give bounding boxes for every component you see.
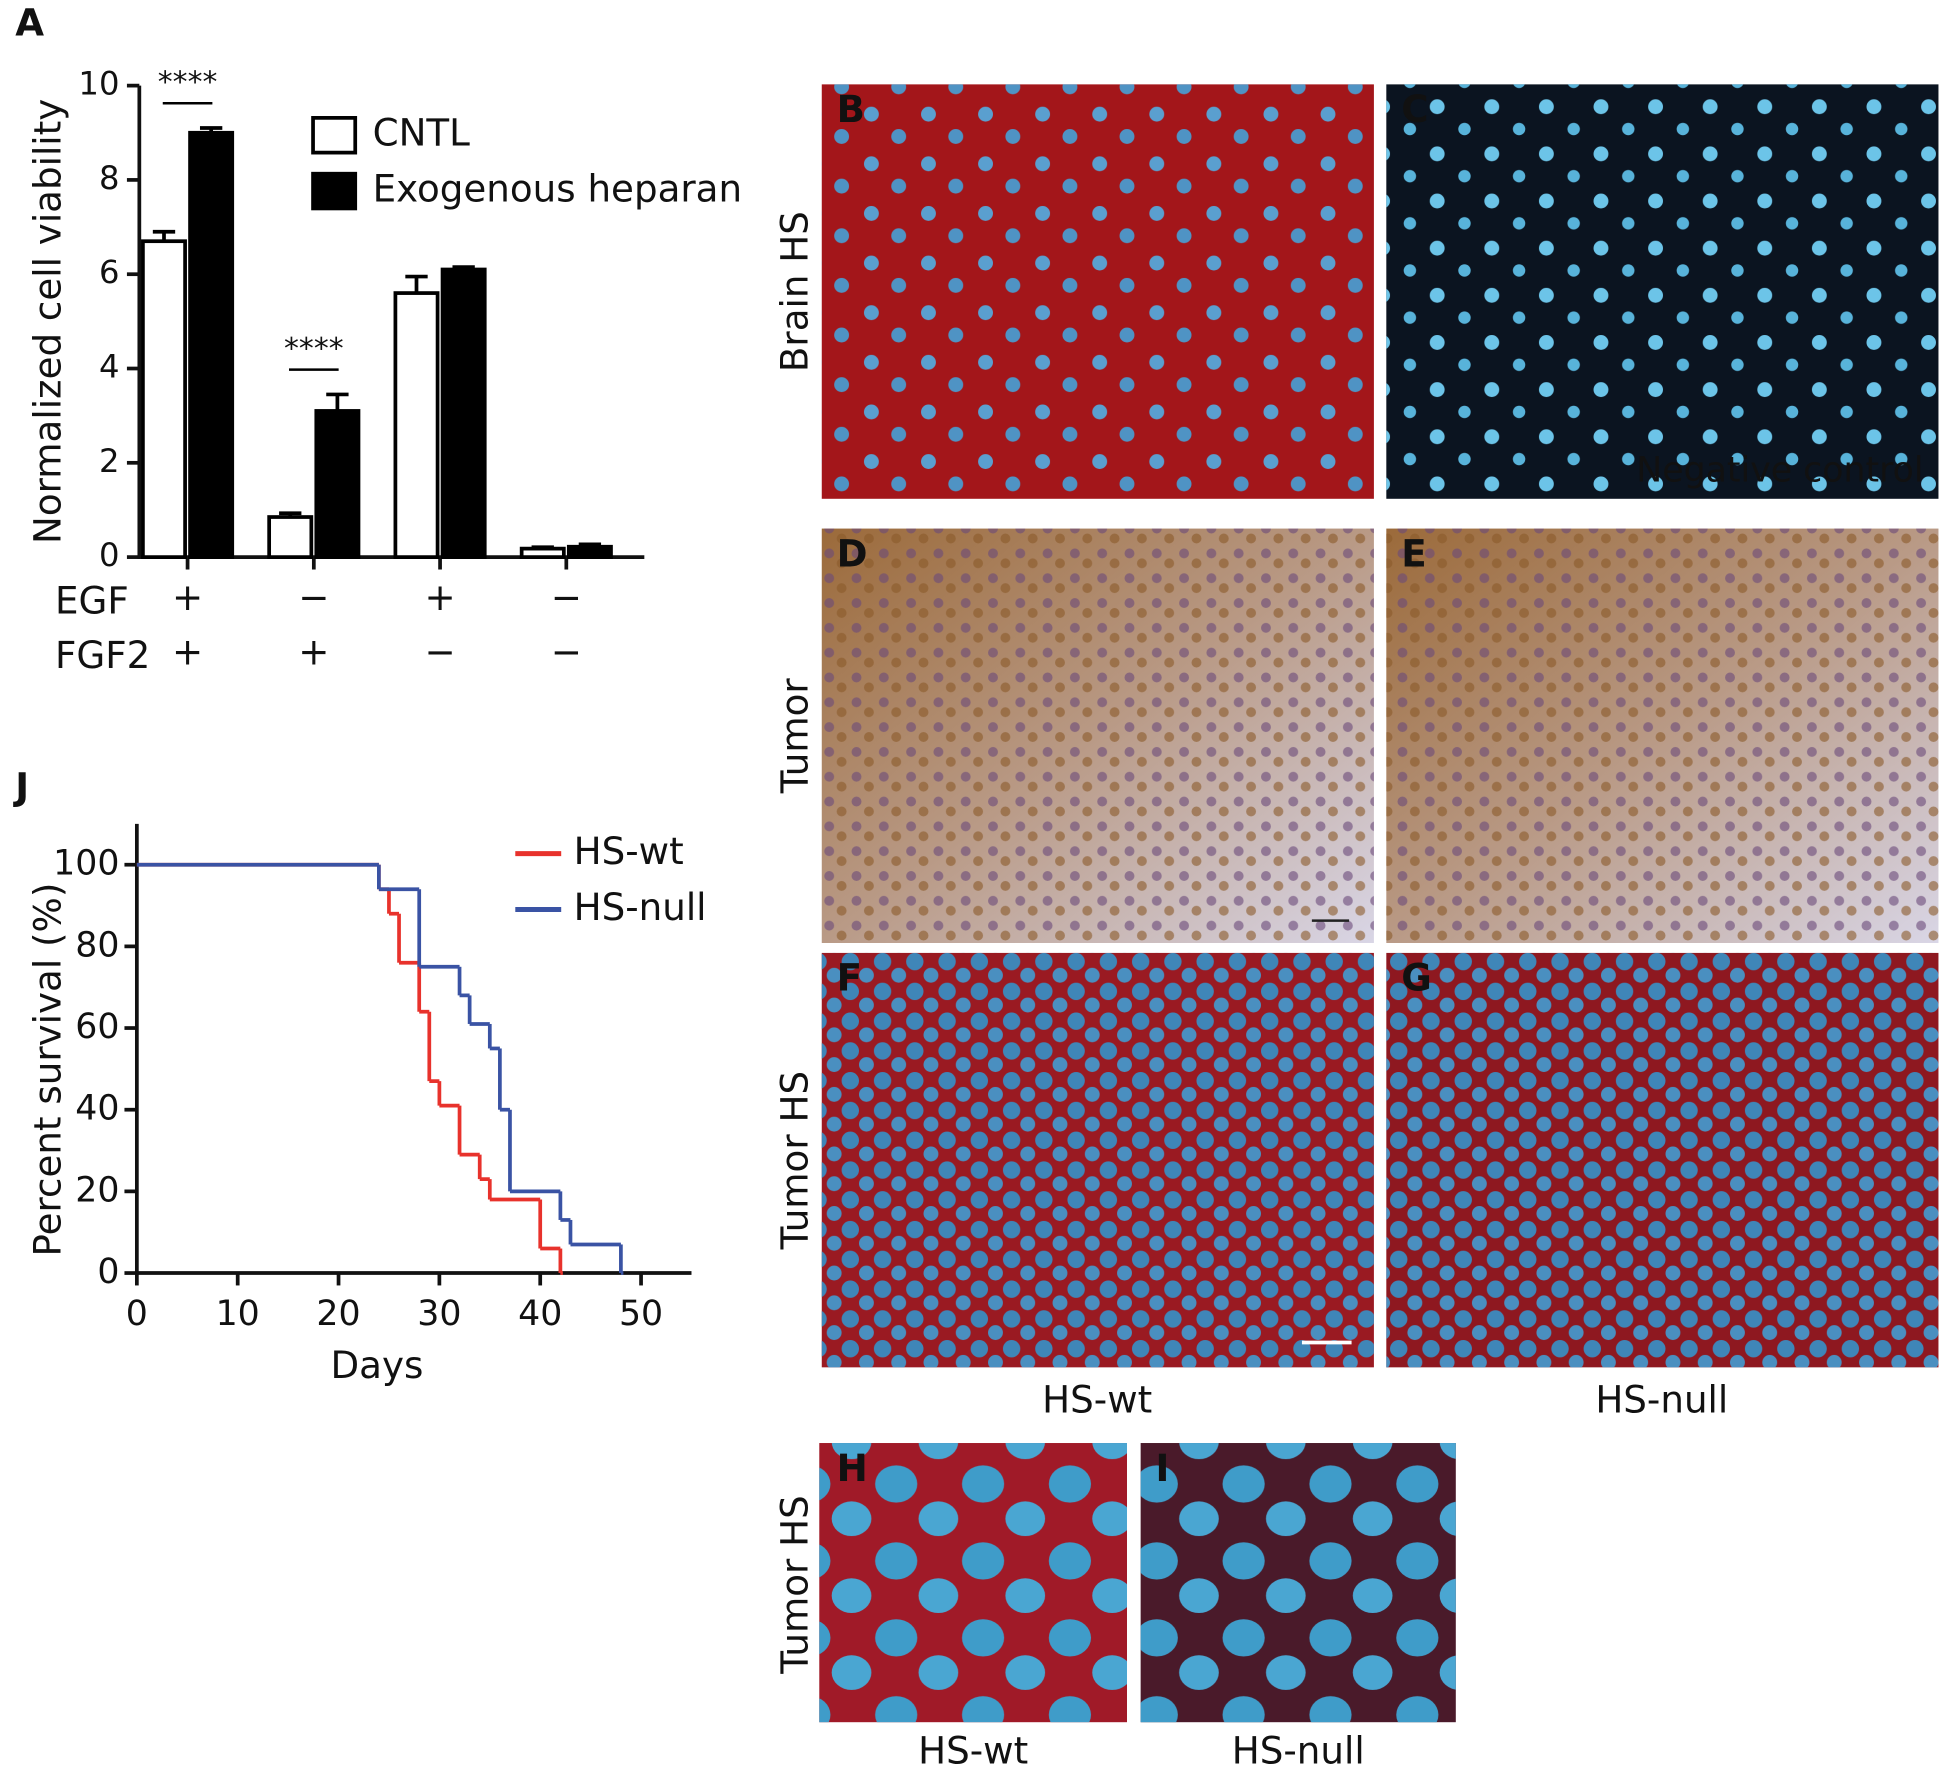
panel-label: I [1156, 1446, 1170, 1490]
row-label: Brain HS [772, 211, 816, 372]
panel-label: J [12, 765, 29, 809]
column-label: HS-null [1232, 1729, 1365, 1773]
x-tick-label: 50 [619, 1294, 663, 1334]
y-tick-label: 2 [99, 442, 120, 480]
condition-sign: + [298, 629, 329, 673]
bar [314, 409, 361, 559]
row-label: Tumor HS [772, 1071, 816, 1250]
condition-name: FGF2 [55, 633, 150, 677]
panel-label: F [837, 956, 862, 1000]
micrographs [819, 84, 1939, 1723]
micrograph-nuclei [821, 84, 1374, 499]
y-tick-label: 0 [97, 1252, 119, 1292]
panel-label: E [1401, 531, 1426, 575]
bar [393, 291, 440, 559]
micrograph-nuclei [819, 1443, 1127, 1723]
condition-sign: − [551, 575, 582, 619]
row-label: Tumor [772, 678, 816, 795]
bar [519, 546, 566, 559]
legend-label: Exogenous heparan [373, 167, 742, 211]
micrograph-nuclei [1386, 528, 1939, 943]
column-label: HS-wt [1042, 1378, 1152, 1422]
y-tick-label: 10 [78, 65, 119, 103]
legend-label: HS-null [574, 885, 707, 929]
bar [566, 544, 613, 559]
y-tick-label: 80 [75, 925, 119, 965]
y-tick-label: 100 [53, 844, 119, 884]
y-tick-label: 4 [99, 348, 120, 386]
axis-title: Percent survival (%) [25, 883, 69, 1257]
axis-title: Normalized cell viability [25, 99, 69, 544]
micrograph-nuclei [1386, 952, 1939, 1368]
panel-label: D [837, 531, 868, 575]
y-tick-label: 0 [99, 536, 120, 574]
condition-sign: − [298, 575, 329, 619]
column-label: HS-wt [918, 1729, 1028, 1773]
row-label: Tumor HS [772, 1495, 816, 1674]
x-tick-label: 0 [126, 1294, 148, 1334]
axis-title: Days [330, 1343, 423, 1387]
x-tick-label: 10 [216, 1294, 260, 1334]
column-label: HS-null [1595, 1378, 1728, 1422]
x-tick-label: 20 [316, 1294, 360, 1334]
panel-label: B [837, 87, 865, 131]
legend-label: CNTL [373, 111, 471, 155]
micrograph-nuclei [1140, 1443, 1456, 1723]
bar [267, 515, 314, 559]
micrograph-nuclei [821, 952, 1374, 1368]
condition-sign: − [424, 629, 455, 673]
condition-sign: + [172, 629, 203, 673]
x-tick-label: 30 [417, 1294, 461, 1334]
bar [141, 239, 187, 559]
significance: **** [158, 65, 218, 100]
legend-swatch [311, 116, 358, 155]
micrograph-nuclei [1386, 84, 1939, 499]
micrograph-nuclei [821, 528, 1374, 943]
significance: **** [284, 331, 344, 366]
condition-name: EGF [55, 579, 129, 623]
legend-label: HS-wt [574, 829, 684, 873]
y-tick-label: 6 [99, 253, 120, 291]
condition-sign: + [424, 575, 455, 619]
y-tick-label: 40 [75, 1089, 119, 1129]
panel-label: G [1401, 956, 1432, 1000]
bar [440, 267, 487, 559]
x-tick-label: 40 [518, 1294, 562, 1334]
condition-sign: − [551, 629, 582, 673]
panel-label: A [15, 0, 44, 44]
y-tick-label: 60 [75, 1007, 119, 1047]
panel-label: C [1401, 87, 1428, 131]
bar [188, 130, 235, 559]
condition-sign: + [172, 575, 203, 619]
inset-text: Negative control [1636, 450, 1923, 490]
panel-label: H [837, 1446, 868, 1490]
legend-swatch [311, 171, 358, 211]
y-tick-label: 20 [75, 1170, 119, 1210]
y-tick-label: 8 [99, 159, 120, 197]
